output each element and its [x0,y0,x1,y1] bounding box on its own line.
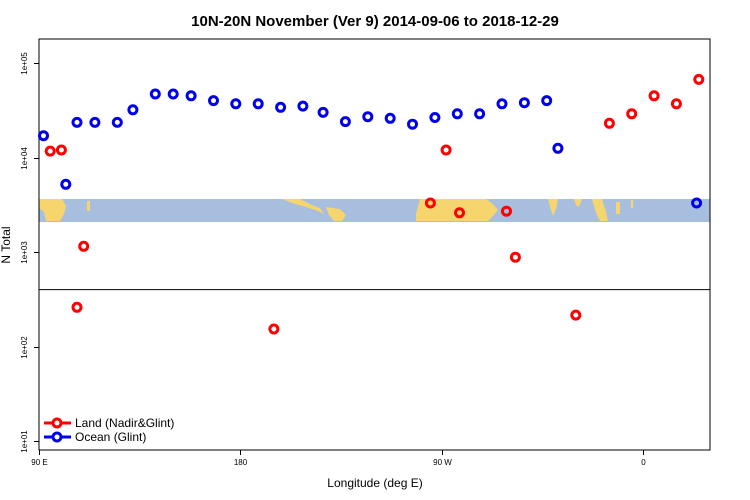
ocean-point-18 [407,118,418,130]
legend-item-land: Land (Nadir&Glint) [44,416,174,430]
ocean-point-16 [362,111,374,123]
ocean-point-14 [317,106,329,118]
ocean-point-10 [230,98,242,110]
x-axis-label: Longitude (deg E) [327,476,422,490]
x-tick-label-0: 90 E [31,458,47,467]
land-point-3 [78,240,90,252]
ocean-point-24 [541,95,553,107]
y-tick-label-4: 1e+05 [20,52,29,75]
ocean-point-6 [149,88,161,100]
legend-label-ocean: Ocean (Glint) [75,430,146,444]
land-point-2 [71,301,83,313]
ocean-point-25 [552,142,564,154]
land-point-7 [454,207,465,219]
land-point-12 [626,108,638,120]
ocean-point-26 [691,197,703,209]
land-point-4 [268,323,280,335]
world-map-strip [39,199,710,222]
land-point-9 [509,251,521,263]
legend-marker-ocean [51,431,63,443]
land-point-1 [55,144,67,156]
ocean-point-1 [60,178,72,190]
ocean-point-20 [451,108,463,120]
land-point-0 [44,145,56,157]
land-point-13 [648,90,660,102]
y-tick-label-2: 1e+03 [20,241,29,264]
land-point-5 [424,197,436,209]
ocean-point-21 [474,108,486,120]
ocean-point-15 [339,116,351,128]
y-axis: 1e+01 1e+02 1e+03 1e+04 1e+05 [20,52,39,453]
ocean-point-4 [111,116,123,128]
ocean-point-17 [384,112,396,124]
data-points [38,73,705,335]
legend-item-ocean: Ocean (Glint) [44,430,146,444]
land-point-15 [693,73,705,85]
ocean-point-0 [38,130,49,142]
legend: Land (Nadir&Glint) Ocean (Glint) [44,416,174,444]
ocean-point-13 [297,100,309,112]
y-tick-label-3: 1e+04 [20,147,29,170]
ocean-point-12 [275,101,287,113]
y-tick-label-1: 1e+02 [20,336,29,359]
ocean-point-23 [518,97,530,109]
ocean-point-9 [208,95,219,107]
plot-frame [38,38,711,451]
x-tick-label-1: 180 [234,458,248,467]
chart-title: 10N-20N November (Ver 9) 2014-09-06 to 2… [191,13,559,30]
land-point-8 [501,205,512,217]
ocean-point-8 [185,90,197,102]
land-point-6 [440,144,452,156]
land-point-14 [670,98,682,110]
y-tick-label-0: 1e+01 [20,430,29,453]
x-tick-label-2: 90 W [433,458,452,467]
land-point-11 [603,117,615,129]
ocean-point-22 [496,98,508,110]
x-tick-label-3: 0 [641,458,646,467]
legend-marker-land [51,417,63,429]
land-point-10 [570,309,582,321]
ocean-point-19 [429,112,441,123]
ocean-point-11 [252,98,264,110]
ocean-point-5 [127,104,139,116]
ocean-point-7 [167,88,179,100]
y-axis-label: N Total [0,226,13,263]
legend-label-land: Land (Nadir&Glint) [75,416,174,430]
ocean-point-2 [71,116,83,128]
ocean-point-3 [89,116,101,128]
